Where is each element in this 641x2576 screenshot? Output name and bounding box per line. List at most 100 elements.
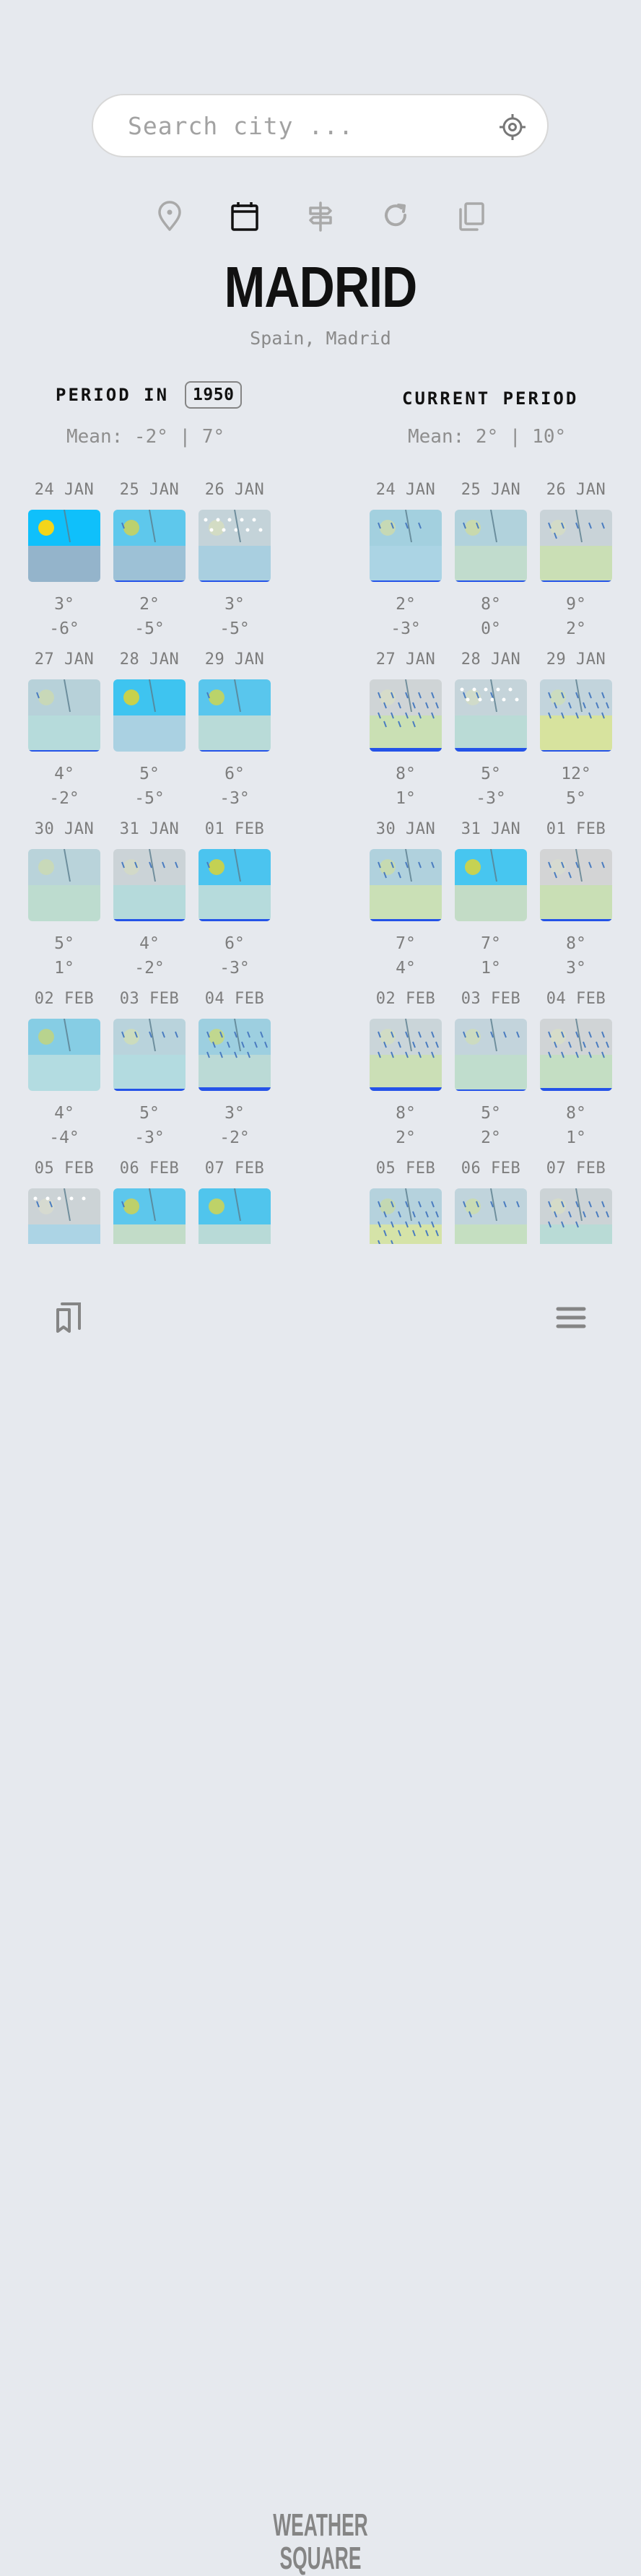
temp-high: 3° [224,1104,245,1123]
bookmarks-button[interactable] [53,1300,85,1339]
logo-line2: SQUARE [279,2541,362,2576]
ground [455,715,527,752]
day-card[interactable]: 24 JAN 2° -3° [370,479,442,649]
day-card[interactable]: 28 JAN 5° -3° [455,649,527,819]
temp-high: 4° [54,1104,74,1123]
weather-tile [455,510,527,582]
day-card[interactable]: 25 JAN 8° 0° [455,479,527,649]
day-card[interactable]: 01 FEB 8° 3° [540,819,612,988]
temp-low: 1° [396,789,416,808]
temp-high: 5° [139,1104,160,1123]
day-date: 31 JAN [119,820,180,838]
day-card[interactable]: 02 FEB 8° 2° [370,988,442,1158]
ground [540,1055,612,1091]
ground [370,1055,442,1091]
day-card[interactable]: 04 FEB 8° 1° [540,988,612,1158]
day-card[interactable]: 29 JAN 6° -3° [199,649,271,819]
day-card[interactable]: 31 JAN 4° -2° [113,819,186,988]
day-temps: 5° -5° [113,762,186,811]
day-date: 02 FEB [375,990,436,1008]
temp-low: 5° [566,789,586,808]
temp-high: 7° [396,934,416,953]
weather-tile [540,679,612,752]
temp-high: 2° [139,595,160,614]
ground [199,546,271,582]
day-temps: 6° -3° [199,762,271,811]
tab-calendar[interactable] [227,196,263,237]
day-date: 05 FEB [34,1159,95,1178]
current-location-button[interactable] [497,111,528,143]
day-temps: 7° 4° [370,931,442,980]
temp-high: 8° [481,595,501,614]
ground [199,715,271,752]
day-date: 04 FEB [204,990,265,1008]
day-card[interactable]: 24 JAN 3° -6° [28,479,100,649]
day-temps: 4° -2° [28,762,100,811]
ground [199,1055,271,1091]
temp-low: -2° [134,959,165,978]
temp-low: -4° [49,1128,79,1147]
ground [113,885,186,921]
ground [540,885,612,921]
day-card[interactable]: 25 JAN 2° -5° [113,479,186,649]
menu-icon [556,1307,586,1328]
day-card[interactable]: 30 JAN 7° 4° [370,819,442,988]
day-date: 06 FEB [461,1159,521,1178]
menu-button[interactable] [556,1306,586,1332]
temp-high: 4° [54,765,74,783]
day-temps: 4° -4° [28,1101,100,1150]
precipitation-bar [370,919,442,921]
temp-low: 1° [54,959,74,978]
temp-high: 3° [54,595,74,614]
tab-location[interactable] [152,196,188,237]
day-card[interactable]: 30 JAN 5° 1° [28,819,100,988]
year-selector[interactable]: 1950 [185,381,243,409]
temp-low: 0° [481,619,501,638]
day-card[interactable]: 27 JAN 4° -2° [28,649,100,819]
day-date: 26 JAN [546,481,606,499]
precipitation-bar [540,1088,612,1091]
temp-low: -2° [219,1128,250,1147]
precipitation-bar [455,1089,527,1091]
copy-icon [459,202,484,231]
temp-low: 1° [566,1128,586,1147]
day-card[interactable]: 28 JAN 5° -5° [113,649,186,819]
search-input[interactable] [126,110,476,141]
day-temps: 8° 1° [370,762,442,811]
day-card[interactable]: 01 FEB 6° -3° [199,819,271,988]
day-card[interactable]: 04 FEB 3° -2° [199,988,271,1158]
day-date: 31 JAN [461,820,521,838]
day-card[interactable]: 31 JAN 7° 1° [455,819,527,988]
day-card[interactable]: 29 JAN 12° 5° [540,649,612,819]
right-day-grid: 24 JAN 2° -3° 25 JAN 8° 0° 26 JAN 9° 2° 27 JAN 8° 1… [370,479,612,1328]
day-date: 27 JAN [34,650,95,669]
tab-copy[interactable] [453,196,489,237]
day-card[interactable]: 26 JAN 3° -5° [199,479,271,649]
day-card[interactable]: 03 FEB 5° 2° [455,988,527,1158]
left-mean: Mean: -2° | 7° [66,426,225,448]
tab-refresh[interactable] [378,196,414,237]
day-card[interactable]: 27 JAN 8° 1° [370,649,442,819]
day-card[interactable]: 26 JAN 9° 2° [540,479,612,649]
temp-low: -3° [219,789,250,808]
ground [370,546,442,582]
day-card[interactable]: 02 FEB 4° -4° [28,988,100,1158]
day-card[interactable]: 07 FEB [199,1158,271,1328]
weather-tile [199,1019,271,1091]
crosshair-icon [500,114,526,140]
day-card[interactable]: 07 FEB [540,1158,612,1328]
temp-low: -3° [391,619,421,638]
temp-low: 3° [566,959,586,978]
temp-low: -3° [134,1128,165,1147]
precipitation-bar [199,580,271,582]
day-card[interactable]: 03 FEB 5° -3° [113,988,186,1158]
tab-directions[interactable] [302,196,339,237]
weather-tile [113,849,186,921]
ground [113,715,186,752]
temp-low: -5° [219,619,250,638]
precipitation-bar [113,919,186,921]
day-temps: 3° -6° [28,592,100,641]
temp-low: -2° [49,789,79,808]
precipitation-bar [199,750,271,752]
weather-tile [28,1019,100,1091]
